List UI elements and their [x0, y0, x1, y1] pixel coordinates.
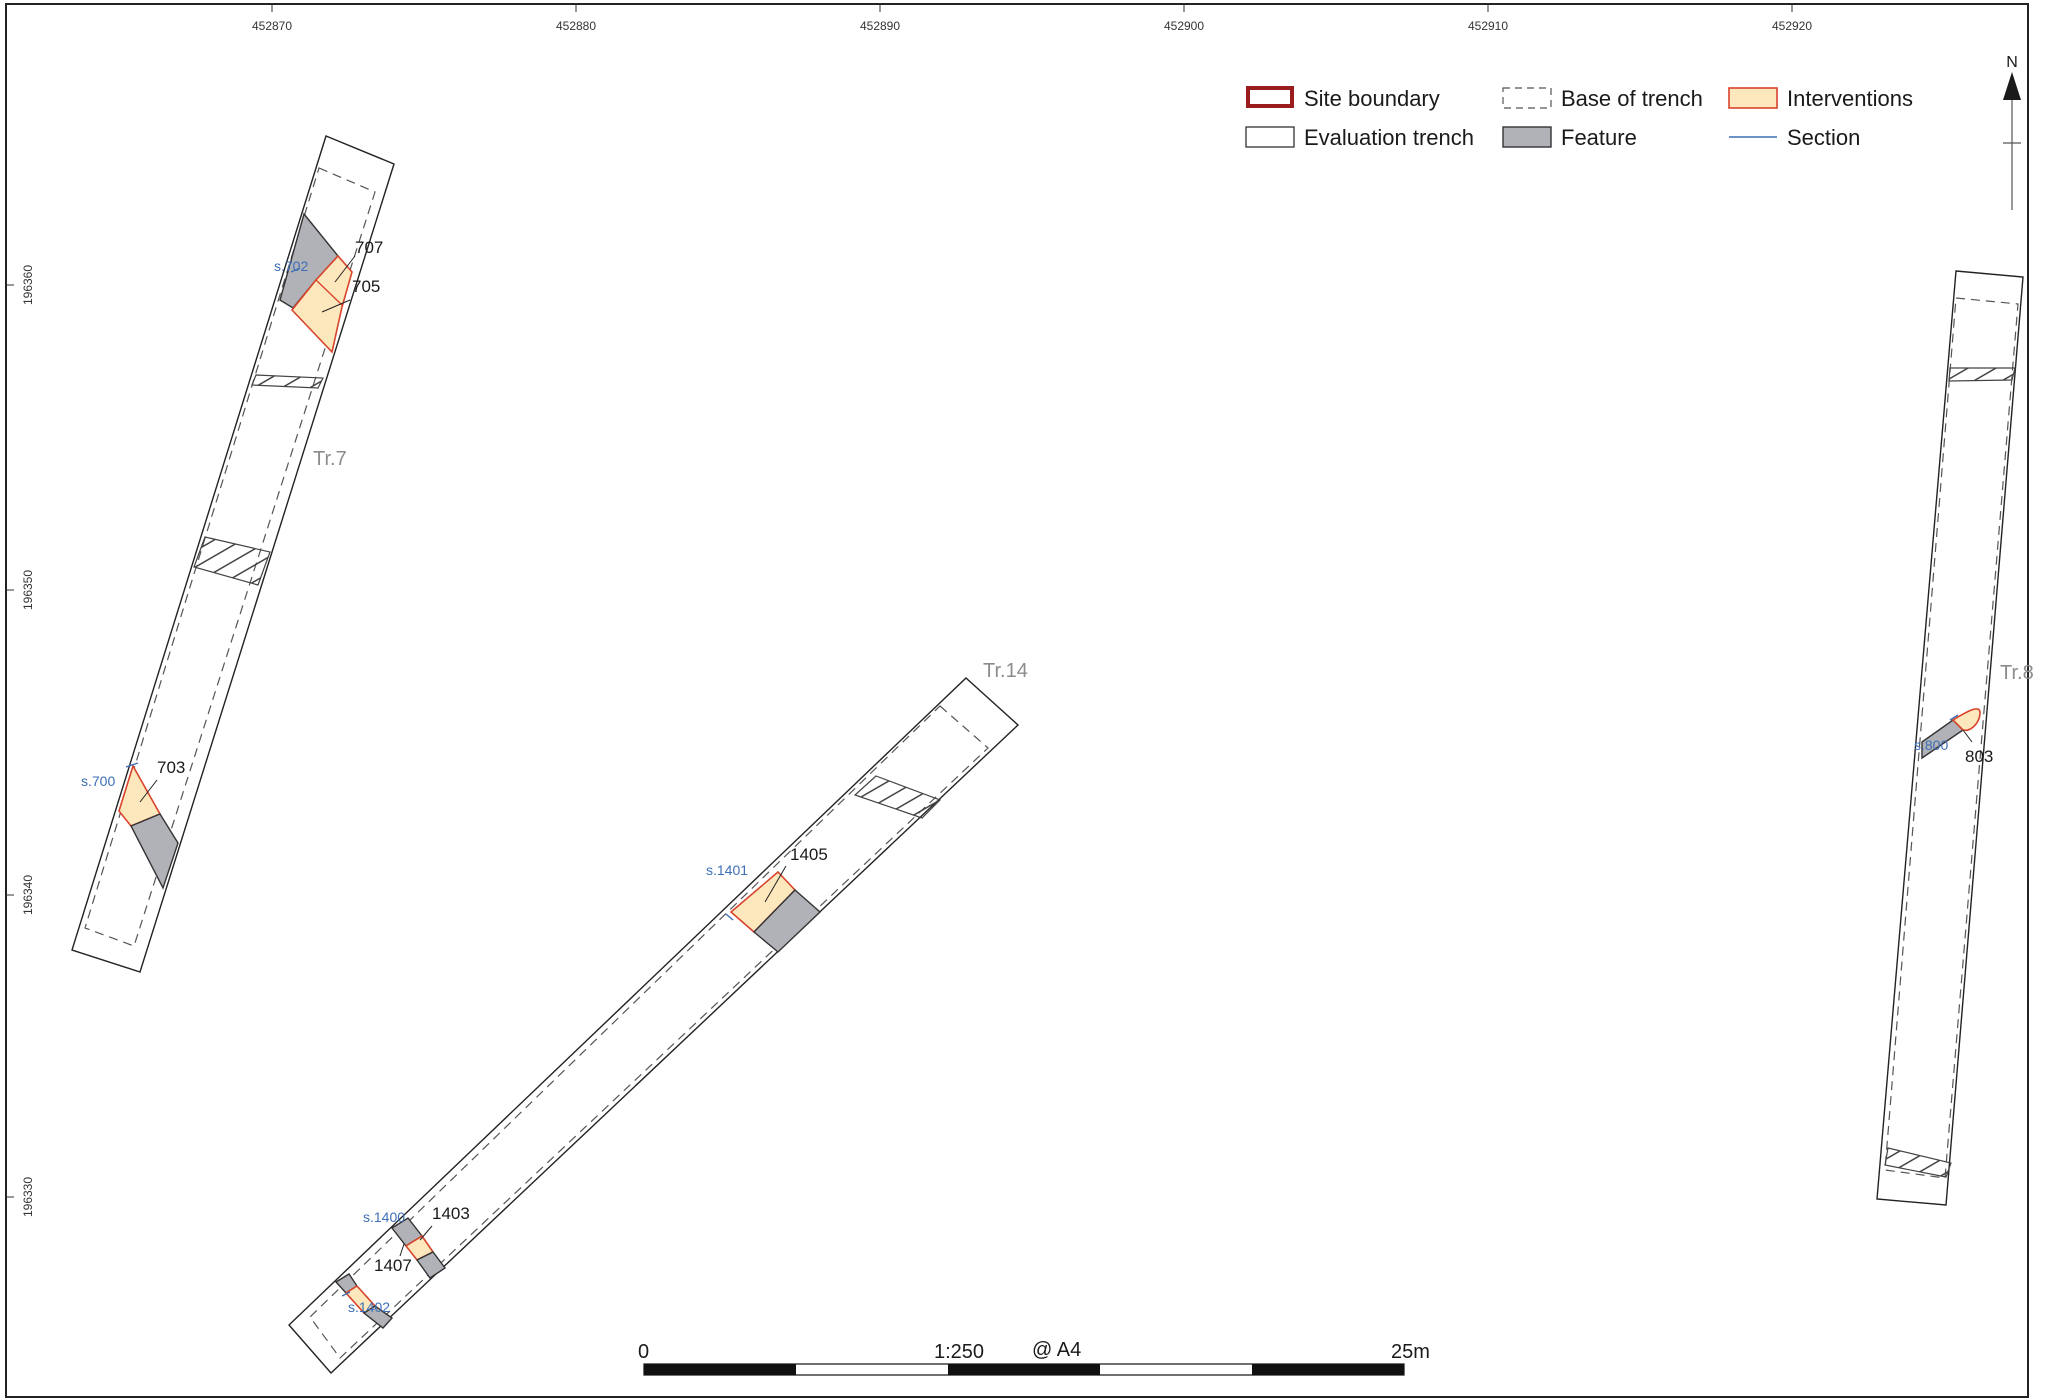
legend-swatch-feature — [1502, 126, 1552, 148]
base-of-trench — [309, 705, 989, 1359]
easting-label: 452900 — [1164, 19, 1204, 33]
feature-label-703: 703 — [157, 758, 185, 777]
legend-swatch-evaluation-trench — [1245, 126, 1295, 148]
feature-label-803: 803 — [1965, 747, 1993, 766]
leader-line — [1962, 729, 1973, 743]
intervention-divider — [315, 279, 344, 307]
section-label-1401: s.1401 — [706, 862, 748, 878]
trench-label-14: Tr.14 — [983, 660, 1028, 682]
hatched-patch — [1948, 367, 2016, 382]
section-label-1402: s.1402 — [348, 1299, 390, 1315]
feature-label-1405: 1405 — [790, 845, 828, 864]
leader-line — [321, 299, 351, 313]
section-line — [1949, 714, 1959, 721]
northing-label: 196340 — [21, 875, 35, 915]
leader-line — [399, 1243, 405, 1257]
feature-polygon — [362, 1305, 394, 1329]
base-of-trench — [1884, 297, 2019, 1179]
hatched-patch — [251, 374, 324, 389]
section-label-700: s.700 — [81, 773, 115, 789]
legend-swatch-site-boundary — [1246, 86, 1294, 108]
easting-label: 452910 — [1468, 19, 1508, 33]
trench-label-8: Tr.8 — [2000, 662, 2034, 684]
scale-length-label: 25m — [1391, 1341, 1430, 1363]
section-line — [725, 913, 734, 921]
leader-line — [764, 865, 787, 903]
map-frame — [5, 3, 2029, 1398]
legend-label-base-of-trench: Base of trench — [1561, 86, 1703, 111]
legend-label-site-boundary: Site boundary — [1304, 86, 1440, 111]
section-label-800: s.800 — [1914, 737, 1948, 753]
easting-label: 452920 — [1772, 19, 1812, 33]
feature-polygon — [130, 813, 179, 890]
scale-zero-label: 0 — [638, 1341, 649, 1363]
northing-label: 196330 — [21, 1177, 35, 1217]
northing-label: 196360 — [21, 265, 35, 305]
evaluation-trench-outline — [288, 677, 1020, 1375]
legend-label-evaluation-trench: Evaluation trench — [1304, 125, 1474, 150]
easting-label: 452890 — [860, 19, 900, 33]
scale-ratio-label: 1:250 — [934, 1341, 984, 1363]
easting-label: 452880 — [556, 19, 596, 33]
north-label: N — [2006, 54, 2018, 71]
legend-swatch-interventions — [1728, 87, 1778, 109]
section-label-1400: s.1400 — [363, 1209, 405, 1225]
hatched-patch — [1884, 1147, 1952, 1178]
northing-label: 196350 — [21, 570, 35, 610]
leader-line — [139, 779, 158, 803]
legend-label-interventions: Interventions — [1787, 86, 1913, 111]
easting-grid-labels: 452870 452880 452890 452900 452910 45292… — [252, 4, 1812, 33]
scale-paper-label: @ A4 — [1032, 1339, 1081, 1361]
easting-label: 452870 — [252, 19, 292, 33]
trench-8: 803 s.800 Tr.8 — [1876, 270, 2034, 1206]
feature-label-1403: 1403 — [432, 1204, 470, 1223]
feature-label-707: 707 — [355, 238, 383, 257]
section-line — [341, 1291, 351, 1297]
section-line — [290, 267, 301, 273]
north-arrow: N — [2003, 54, 2021, 210]
legend-swatch-base-of-trench — [1502, 87, 1552, 109]
evaluation-trench-outline — [71, 135, 395, 973]
section-line — [125, 762, 139, 768]
hatched-patch — [853, 775, 942, 819]
leader-line — [334, 255, 356, 283]
trench-14: 1405 s.1401 1403 1407 s.1400 s.1402 Tr.1… — [288, 660, 1028, 1375]
leader-line — [419, 1225, 433, 1241]
feature-polygon — [752, 889, 822, 953]
map-legend: Site boundary Base of trench Interventio… — [1245, 86, 1913, 150]
trench-7: 707 705 s.702 703 s.700 Tr.7 — [71, 135, 395, 973]
feature-label-1407: 1407 — [374, 1256, 412, 1275]
legend-label-section: Section — [1787, 125, 1860, 150]
legend-label-feature: Feature — [1561, 125, 1637, 150]
section-label-702: s.702 — [274, 258, 308, 274]
hatched-patch — [193, 536, 271, 586]
north-arrow-icon — [2003, 72, 2021, 100]
trench-label-7: Tr.7 — [313, 448, 347, 470]
feature-label-705: 705 — [352, 277, 380, 296]
feature-polygon — [415, 1251, 447, 1279]
intervention-polygon — [1951, 708, 1981, 732]
northing-grid-labels: 196360 196350 196340 196330 — [6, 265, 35, 1217]
scale-bar: 0 1:250 @ A4 25m — [638, 1339, 1430, 1376]
evaluation-trench-outline — [1876, 270, 2024, 1206]
